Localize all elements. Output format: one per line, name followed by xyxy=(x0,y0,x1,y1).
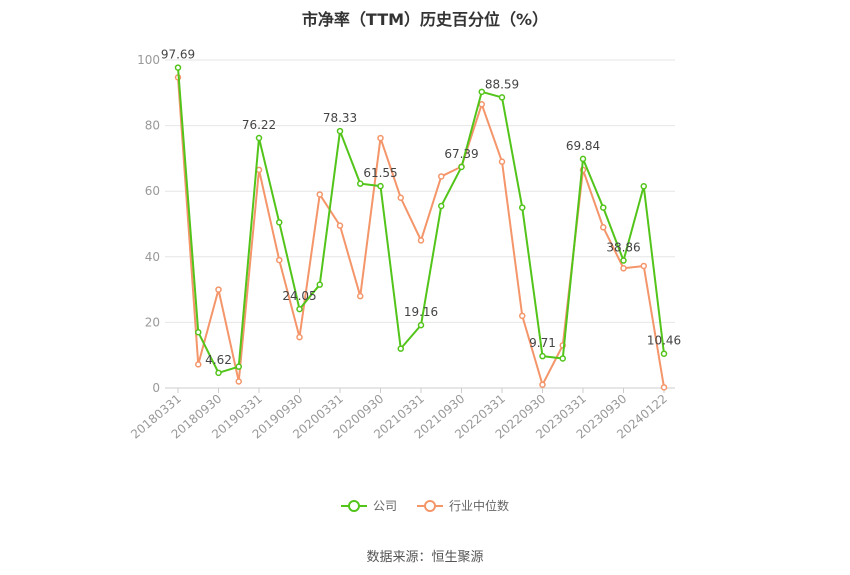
y-tick-label: 60 xyxy=(145,184,160,198)
data-point xyxy=(438,202,445,210)
data-point xyxy=(235,378,242,385)
legend-item-industry-median[interactable]: 行业中位数 xyxy=(417,497,509,514)
y-tick-label: 100 xyxy=(137,53,160,67)
data-point xyxy=(276,219,283,226)
data-point xyxy=(336,127,344,135)
data-point xyxy=(660,350,668,357)
data-point xyxy=(235,363,242,370)
data-point xyxy=(600,204,607,211)
data-label: 69.84 xyxy=(566,139,600,153)
data-label: 19.16 xyxy=(404,305,438,319)
data-label: 97.69 xyxy=(161,48,195,62)
data-point xyxy=(397,194,404,202)
data-point xyxy=(620,257,627,264)
legend-item-company[interactable]: 公司 xyxy=(340,497,397,514)
data-point xyxy=(316,281,323,288)
data-point xyxy=(276,256,283,264)
data-label: 88.59 xyxy=(485,77,519,91)
data-label: 9.71 xyxy=(529,336,556,350)
data-point xyxy=(498,158,506,165)
data-point xyxy=(357,180,364,187)
legend-marker-industry-median-icon xyxy=(417,499,443,512)
data-point xyxy=(539,381,546,388)
data-source-note: 数据来源：恒生聚源 xyxy=(366,550,484,565)
data-point xyxy=(417,237,425,244)
data-label-layer: 97.69 4.62 76.22 24.05 78.33 61.55 19.16 67.39 8… xyxy=(161,48,681,367)
data-point xyxy=(539,352,546,360)
data-label: 78.33 xyxy=(323,111,357,125)
series-layer xyxy=(174,64,668,391)
data-point xyxy=(498,94,506,101)
data-point xyxy=(357,292,364,300)
data-label: 76.22 xyxy=(242,118,276,132)
data-point xyxy=(377,134,384,142)
data-point xyxy=(195,361,202,368)
data-point xyxy=(195,328,202,336)
data-point xyxy=(660,384,668,391)
data-point xyxy=(336,222,344,229)
y-tick-label: 20 xyxy=(145,315,160,329)
y-tick-label: 80 xyxy=(145,119,160,133)
legend-label-industry-median: 行业中位数 xyxy=(449,499,510,513)
data-label: 4.62 xyxy=(205,353,232,367)
data-point xyxy=(478,88,485,96)
data-point xyxy=(478,101,485,108)
data-label: 24.05 xyxy=(282,289,316,303)
data-point xyxy=(296,333,303,341)
data-point xyxy=(316,191,323,198)
data-point xyxy=(579,155,587,163)
legend-marker-company-icon xyxy=(340,499,367,512)
data-label: 67.39 xyxy=(444,147,478,161)
data-point xyxy=(215,286,222,293)
data-label: 38.86 xyxy=(606,241,640,255)
data-point xyxy=(458,163,465,171)
data-point xyxy=(255,134,263,142)
data-point xyxy=(377,182,384,190)
data-label: 10.46 xyxy=(647,334,681,348)
data-point xyxy=(600,224,607,231)
data-point xyxy=(559,355,566,362)
data-point xyxy=(620,265,627,272)
data-point xyxy=(519,312,526,320)
data-point xyxy=(640,183,647,190)
legend-label-company: 公司 xyxy=(372,499,397,513)
data-point xyxy=(519,204,526,211)
y-tick-label: 0 xyxy=(152,381,160,395)
data-point xyxy=(397,345,404,352)
data-point xyxy=(417,321,425,329)
data-point xyxy=(174,64,182,71)
data-point xyxy=(438,173,445,180)
axis-layer: 0204060801002018033120180930201903312019… xyxy=(128,53,675,442)
chart-title: 市净率（TTM）历史百分位（%） xyxy=(301,10,549,29)
y-tick-label: 40 xyxy=(145,250,160,264)
legend: 公司 行业中位数 xyxy=(0,497,850,514)
data-point xyxy=(215,369,222,377)
data-point xyxy=(640,262,647,270)
data-label: 61.55 xyxy=(363,166,397,180)
data-point xyxy=(296,305,303,313)
